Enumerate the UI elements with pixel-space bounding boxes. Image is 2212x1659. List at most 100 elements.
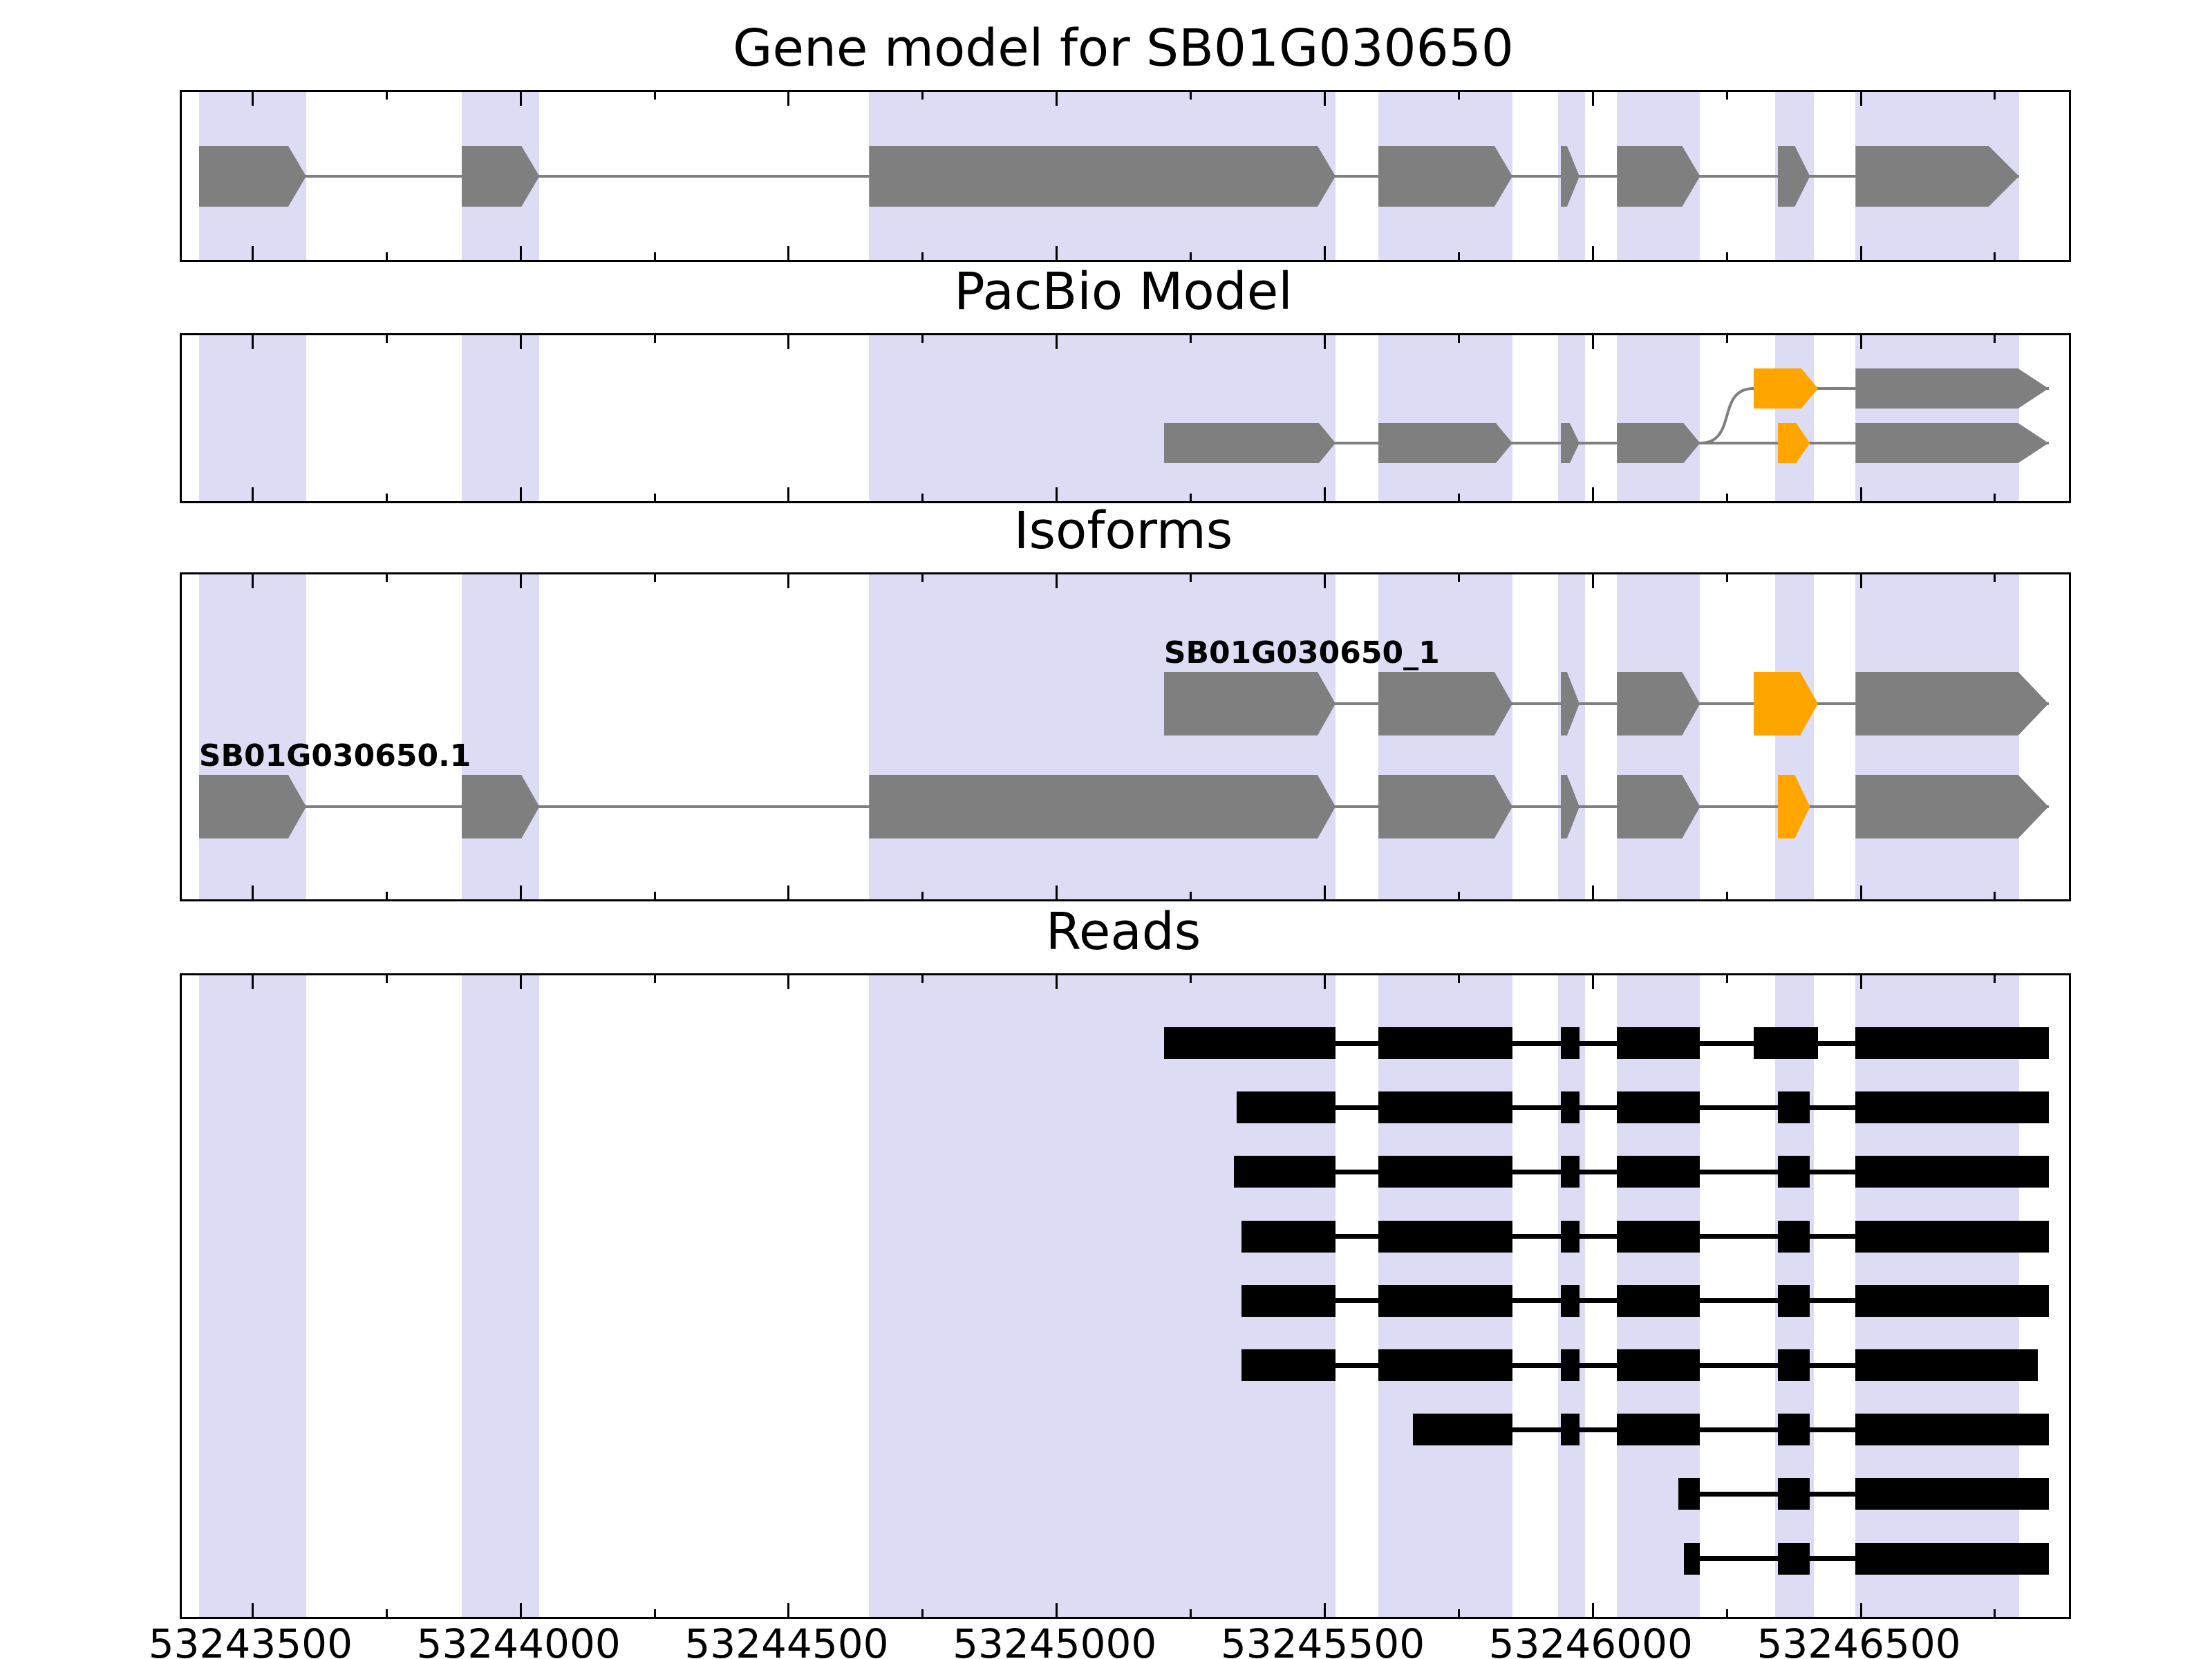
exon-highlight-band [461, 335, 540, 501]
read-block [1241, 1349, 1336, 1381]
major-tick-mark [1056, 885, 1058, 899]
exon-block [1855, 423, 2048, 463]
read-block [1777, 1349, 1810, 1381]
read-block [1378, 1027, 1512, 1059]
major-tick-mark [519, 574, 522, 588]
exon-block [1855, 775, 2048, 838]
read-block [1241, 1220, 1336, 1253]
read-block [1855, 1542, 2049, 1575]
major-tick-mark [251, 487, 254, 501]
minor-tick-mark [1457, 494, 1460, 501]
read-block [1617, 1349, 1700, 1381]
major-tick-mark [519, 92, 522, 106]
minor-tick-mark [921, 574, 924, 582]
read-block [1855, 1349, 2038, 1381]
minor-tick-mark [653, 892, 656, 899]
minor-tick-mark [1994, 335, 1996, 343]
major-tick-mark [787, 246, 790, 260]
x-tick-label: 53243500 [148, 1620, 353, 1659]
major-tick-mark [787, 1603, 790, 1617]
exon-block [869, 775, 1335, 838]
minor-tick-mark [385, 494, 388, 501]
major-tick-mark [251, 574, 254, 588]
exon-block [462, 775, 539, 838]
minor-tick-mark [1457, 892, 1460, 899]
read-block [1617, 1091, 1700, 1124]
major-tick-mark [1859, 975, 1862, 989]
read-block [1777, 1220, 1810, 1253]
major-tick-mark [519, 1603, 522, 1617]
exon-block [1378, 775, 1512, 838]
read-block [1855, 1478, 2049, 1510]
read-block [1855, 1156, 2049, 1188]
major-tick-mark [519, 246, 522, 260]
major-tick-mark [787, 487, 790, 501]
minor-tick-mark [653, 92, 656, 100]
exon-block [869, 146, 1335, 207]
major-tick-mark [1591, 246, 1594, 260]
minor-tick-mark [1457, 335, 1460, 343]
minor-tick-mark [921, 335, 924, 343]
x-tick-label: 53246000 [1488, 1620, 1693, 1659]
exon-highlight-band [1557, 335, 1585, 501]
minor-tick-mark [1190, 494, 1192, 501]
exon-block [1855, 368, 2048, 409]
exon-highlight-band [1617, 574, 1700, 899]
major-tick-mark [251, 975, 254, 989]
read-block [1855, 1284, 2049, 1317]
minor-tick-mark [653, 574, 656, 582]
major-tick-mark [1591, 92, 1594, 106]
panel-isoforms: SB01G030650_1 SB01G030650.1 [180, 572, 2071, 901]
minor-tick-mark [1725, 92, 1728, 100]
minor-tick-mark [1190, 975, 1192, 983]
intron-line [1163, 702, 2049, 705]
major-tick-mark [251, 885, 254, 899]
major-tick-mark [1324, 246, 1326, 260]
read-block [1378, 1156, 1512, 1188]
major-tick-mark [1056, 487, 1058, 501]
read-block [1777, 1156, 1810, 1188]
read-block [1855, 1414, 2049, 1446]
major-tick-mark [251, 92, 254, 106]
read-block [1617, 1156, 1700, 1188]
minor-tick-mark [921, 92, 924, 100]
read-block [1378, 1349, 1512, 1381]
exon-block [1617, 146, 1700, 207]
major-tick-mark [1591, 574, 1594, 588]
exon-block [1378, 423, 1512, 463]
read-block [1684, 1542, 1700, 1575]
read-block [1378, 1220, 1512, 1253]
major-tick-mark [1056, 574, 1058, 588]
isoform-label: SB01G030650.1 [198, 738, 471, 774]
minor-tick-mark [1725, 494, 1728, 501]
x-tick-label: 53245500 [1220, 1620, 1425, 1659]
read-block [1777, 1091, 1810, 1124]
minor-tick-mark [1457, 975, 1460, 983]
x-tick-label: 53244500 [684, 1620, 889, 1659]
minor-tick-mark [921, 975, 924, 983]
minor-tick-mark [1190, 892, 1192, 899]
read-block [1560, 1349, 1580, 1381]
major-tick-mark [1591, 487, 1594, 501]
read-block [1560, 1414, 1580, 1446]
minor-tick-mark [385, 335, 388, 343]
read-block [1777, 1414, 1810, 1446]
major-tick-mark [519, 975, 522, 989]
major-tick-mark [1859, 335, 1862, 349]
read-block [1777, 1284, 1810, 1317]
panel-pacbio-model [180, 333, 2071, 503]
minor-tick-mark [921, 1609, 924, 1617]
minor-tick-mark [385, 975, 388, 983]
minor-tick-mark [1190, 92, 1192, 100]
panel-title-isoforms: Isoforms [1013, 501, 1233, 561]
exon-block [199, 775, 306, 838]
read-block [1233, 1156, 1335, 1188]
minor-tick-mark [1994, 975, 1996, 983]
exon-highlight-band [1774, 335, 1814, 501]
major-tick-mark [1859, 1603, 1862, 1617]
minor-tick-mark [1725, 975, 1728, 983]
read-block [1241, 1284, 1336, 1317]
isoform-label: SB01G030650_1 [1163, 635, 1440, 671]
exon-block [1617, 672, 1700, 735]
minor-tick-mark [1994, 574, 1996, 582]
